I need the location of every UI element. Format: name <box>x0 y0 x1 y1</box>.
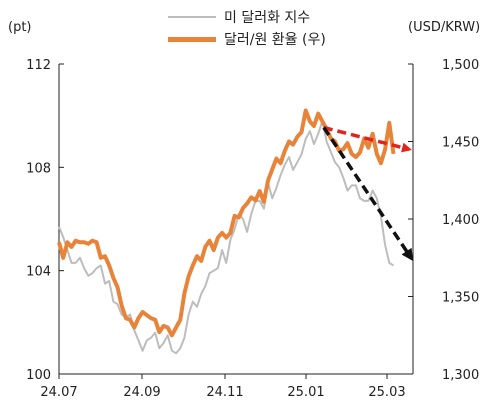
black-trend-arrow <box>322 126 414 262</box>
right-tick-label: 1,450 <box>442 136 479 151</box>
legend-swatch-usdkrw <box>168 36 216 42</box>
right-tick-label: 1,300 <box>442 368 479 383</box>
legend-item-usdkrw: 달러/원 환율 (우) <box>168 28 326 50</box>
right-tick-label: 1,350 <box>442 291 479 306</box>
right-tick-label: 1,400 <box>442 213 479 228</box>
left-tick-label: 112 <box>26 58 51 73</box>
red-trend-arrow <box>323 125 412 153</box>
x-tick-label: 24.09 <box>123 385 160 400</box>
right-axis-unit: (USD/KRW) <box>408 20 481 35</box>
x-tick-label: 24.11 <box>206 385 243 400</box>
left-tick-label: 104 <box>26 265 51 280</box>
series-line-usdkrw <box>57 108 396 338</box>
series-line-dxy <box>58 119 395 355</box>
left-tick-label: 100 <box>26 368 51 383</box>
legend-label-usdkrw: 달러/원 환율 (우) <box>224 32 326 48</box>
left-tick-label: 108 <box>26 161 51 176</box>
legend: 미 달러화 지수 달러/원 환율 (우) <box>168 6 326 50</box>
legend-item-dxy: 미 달러화 지수 <box>168 6 326 28</box>
x-tick-label: 25.03 <box>368 385 405 400</box>
right-tick-label: 1,500 <box>442 58 479 73</box>
left-axis-unit: (pt) <box>8 20 32 35</box>
x-tick-label: 24.07 <box>40 385 77 400</box>
legend-label-dxy: 미 달러화 지수 <box>224 10 311 26</box>
x-tick-label: 25.01 <box>287 385 324 400</box>
legend-swatch-dxy <box>168 16 216 18</box>
